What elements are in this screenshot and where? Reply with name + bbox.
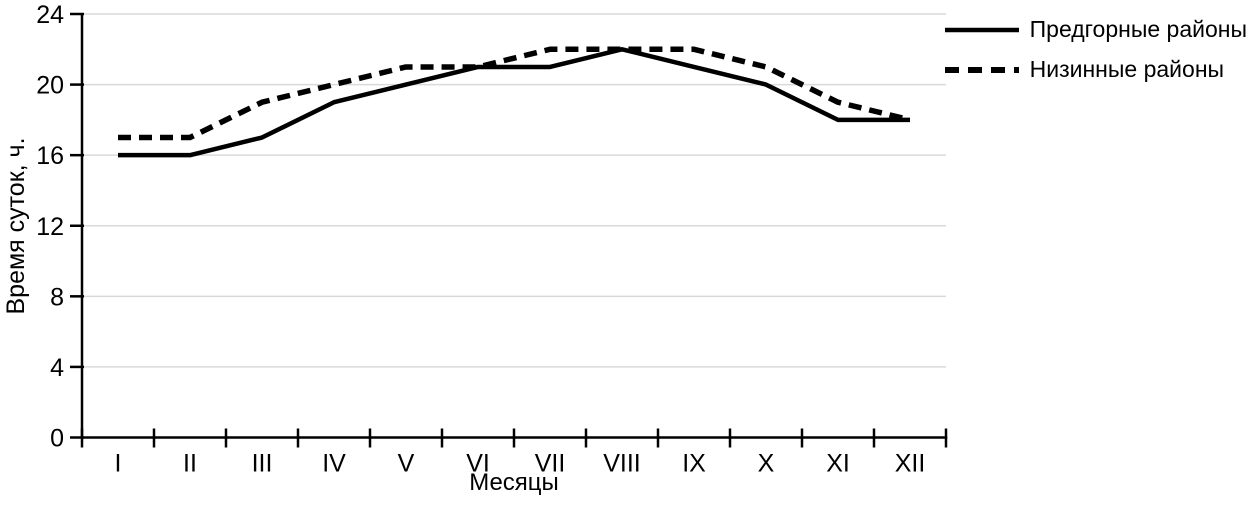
x-axis-title: Месяцы <box>469 469 559 496</box>
legend-line-solid-icon <box>944 27 1019 32</box>
x-tick-label: XII <box>895 450 926 478</box>
y-axis-title: Время суток, ч. <box>2 137 30 315</box>
y-tick-label: 16 <box>36 142 64 170</box>
y-tick-label: 0 <box>50 425 64 453</box>
legend-line-dashed-icon <box>944 66 1019 73</box>
x-tick-label: I <box>115 450 122 478</box>
y-tick-label: 24 <box>36 1 64 29</box>
series-line-1 <box>118 46 911 141</box>
x-tick-label: VIII <box>603 450 641 478</box>
y-tick-label: 20 <box>36 72 64 100</box>
x-tick-label: II <box>183 450 197 478</box>
x-tick-label: VI <box>466 450 490 478</box>
x-tick-label: V <box>398 450 415 478</box>
x-tick-label: III <box>252 450 273 478</box>
y-tick-label: 8 <box>50 283 64 311</box>
series-line-0 <box>118 47 910 158</box>
y-tick-label: 4 <box>50 354 64 382</box>
legend-item-predgornye: Предгорные районы <box>943 16 1247 43</box>
legend-label: Предгорные районы <box>1029 16 1247 42</box>
legend: Предгорные районы Низинные районы <box>943 16 1247 83</box>
legend-item-nizinnye: Низинные районы <box>943 56 1247 83</box>
x-tick-label: X <box>758 450 775 478</box>
legend-label: Низинные районы <box>1029 56 1225 82</box>
x-tick-label: VII <box>535 450 566 478</box>
x-tick-label: IV <box>322 450 346 478</box>
x-tick-label: XI <box>826 450 850 478</box>
y-tick-label: 12 <box>36 213 64 241</box>
x-tick-label: IX <box>682 450 706 478</box>
